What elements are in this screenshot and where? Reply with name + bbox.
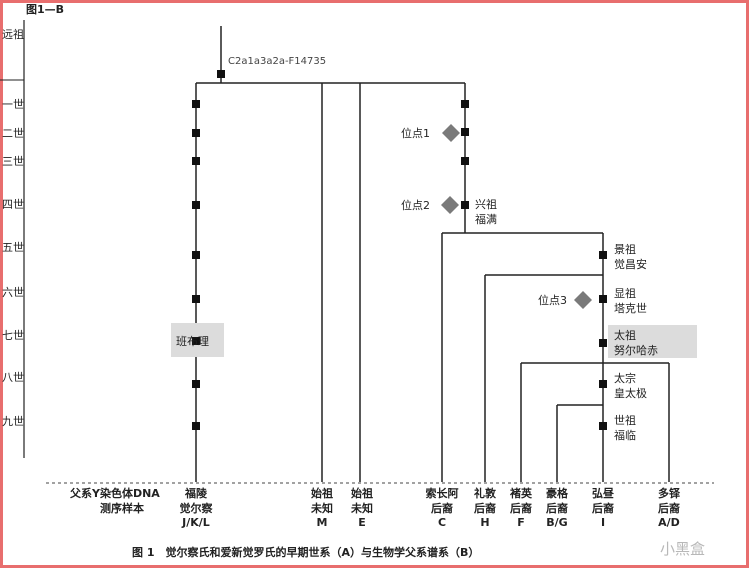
xianzu-marker [599,295,607,303]
taizu-highlight [608,325,697,358]
sample-duoduo-line-3: A/D [658,516,680,529]
taizu-title: 太祖 [614,328,636,342]
sample-founder-e-line-3: E [358,516,366,529]
gen-label-9: 九世 [2,415,24,428]
gen-label-2: 二世 [2,127,24,140]
sample-jueercha: 福陵 觉尔察 J/K/L [180,486,214,529]
taizong-title: 太宗 [614,371,636,385]
jueercha-marker-2 [192,129,200,137]
taizu-name: 努尔哈赤 [614,343,658,357]
aisin-marker-4 [461,201,469,209]
sample-lidun-line-1: 礼敦 [474,486,497,500]
sample-founder-m-line-2: 未知 [310,501,333,515]
locus-2-label: 位点2 [401,198,430,212]
sample-jueercha-line-1: 福陵 [184,486,208,500]
sample-haoge-line-1: 豪格 [546,486,569,500]
sample-haoge: 豪格 后裔 B/G [546,486,569,529]
sample-lidun-line-3: H [480,516,489,529]
xingzu-title: 兴祖 [475,197,497,211]
gen-label-3: 三世 [2,155,24,168]
banbuli-marker [192,337,200,345]
aisin-marker-2 [461,128,469,136]
sample-hongzhou-line-1: 弘昼 [592,487,615,500]
watermark-text: 小黑盒 [660,540,705,558]
sample-chuying-line-2: 后裔 [510,501,532,515]
sample-chuying-line-3: F [517,516,525,529]
jueercha-marker-9 [192,422,200,430]
sample-row-label-1: 父系Y染色体DNA [69,486,160,500]
figure-caption: 图 1 觉尔察氏和爱新觉罗氏的早期世系（A）与生物学父系谱系（B） [132,545,479,559]
xingzu-name: 福满 [475,212,497,226]
sample-chuying: 褚英 后裔 F [509,486,533,529]
locus-1-label: 位点1 [401,126,430,140]
sample-row-label-2: 测序样本 [100,501,144,515]
sample-duoduo-line-1: 多铎 [658,486,681,500]
gen-label-4: 四世 [2,198,24,211]
sample-suochanga: 索长阿 后裔 C [426,486,459,529]
sample-suochanga-line-3: C [438,516,446,529]
jingzu-marker [599,251,607,259]
gen-label-0: 远祖 [2,27,24,41]
jueercha-marker-8 [192,380,200,388]
shizu-title: 世祖 [614,413,636,427]
xianzu-name: 塔克世 [614,302,647,315]
jueercha-marker-6 [192,295,200,303]
sample-haoge-line-2: 后裔 [546,501,568,515]
sample-haoge-line-3: B/G [546,516,567,529]
xianzu-title: 显祖 [614,286,636,300]
sample-lidun-line-2: 后裔 [474,501,496,515]
sample-founder-e: 始祖 未知 E [350,486,373,529]
jueercha-marker-5 [192,251,200,259]
sample-founder-m-line-3: M [317,516,328,529]
locus-3-diamond [574,291,592,309]
jueercha-marker-3 [192,157,200,165]
haplogroup-label: C2a1a3a2a-F14735 [228,56,326,67]
taizu-marker [599,339,607,347]
sample-founder-e-line-2: 未知 [350,501,373,515]
sample-hongzhou-line-3: I [601,516,605,529]
sample-suochanga-line-2: 后裔 [431,501,453,515]
gen-label-6: 六世 [2,286,24,299]
locus-3-label: 位点3 [538,293,567,307]
jueercha-marker-4 [192,201,200,209]
root-marker [217,70,225,78]
aisin-marker-1 [461,100,469,108]
gen-label-1: 一世 [2,98,24,111]
shizu-name: 福临 [614,428,636,442]
sample-suochanga-line-1: 索长阿 [426,486,459,500]
jingzu-name: 觉昌安 [614,257,647,271]
locus-1-diamond [442,124,460,142]
figure-label: 图1—B [26,3,64,16]
sample-lidun: 礼敦 后裔 H [474,486,497,529]
aisin-marker-3 [461,157,469,165]
sample-jueercha-line-2: 觉尔察 [180,501,214,515]
sample-duoduo: 多铎 后裔 A/D [658,486,681,529]
sample-founder-m-line-1: 始祖 [311,486,333,500]
shizu-marker [599,422,607,430]
sample-duoduo-line-2: 后裔 [658,501,680,515]
sample-chuying-line-1: 褚英 [509,486,533,500]
jueercha-marker-1 [192,100,200,108]
sample-hongzhou-line-2: 后裔 [592,501,614,515]
sample-founder-m: 始祖 未知 M [310,486,333,529]
sample-founder-e-line-1: 始祖 [351,486,373,500]
taizong-marker [599,380,607,388]
gen-label-5: 五世 [2,241,24,254]
locus-2-diamond [441,196,459,214]
gen-label-7: 七世 [2,329,24,342]
gen-label-8: 八世 [2,371,24,384]
sample-jueercha-line-3: J/K/L [181,516,210,529]
jingzu-title: 景祖 [614,242,636,256]
banbuli-label: 班布理 [176,335,209,348]
sample-hongzhou: 弘昼 后裔 I [592,487,615,529]
taizong-name: 皇太极 [614,386,647,400]
